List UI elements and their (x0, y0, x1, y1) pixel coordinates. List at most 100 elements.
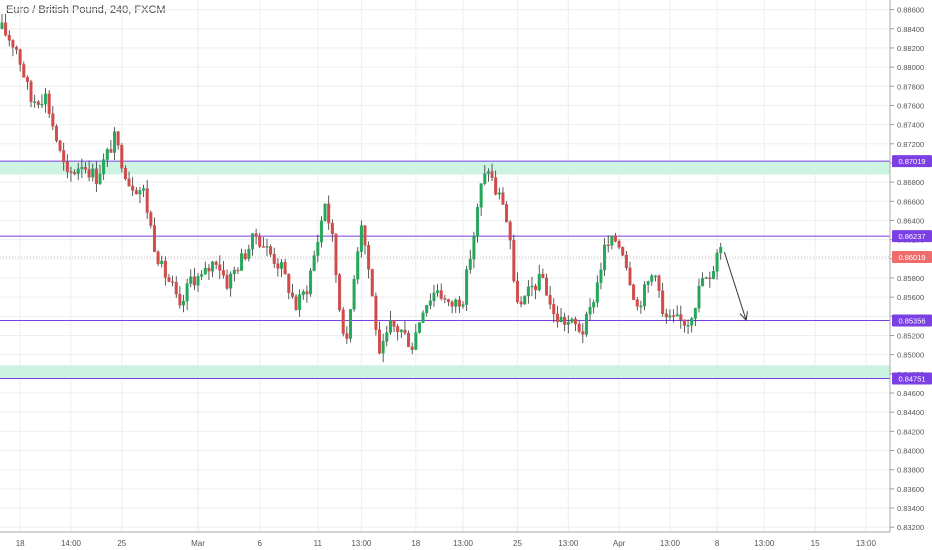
candle-body (657, 275, 661, 291)
candle-body (62, 150, 66, 163)
candle-body (87, 169, 91, 178)
y-tick-label: 0.85200 (897, 331, 924, 340)
candle-body (280, 262, 284, 269)
candle-body (363, 225, 367, 246)
candle-body (632, 284, 636, 300)
candle-body (621, 247, 625, 256)
candle-body (345, 333, 349, 339)
level-layer (0, 160, 890, 380)
candle-body (0, 22, 4, 29)
candle-body (686, 325, 690, 327)
candle-body (145, 188, 149, 213)
y-tick-label: 0.83800 (897, 466, 924, 475)
candle-body (610, 235, 614, 246)
candle-body (283, 262, 287, 275)
candle-body (566, 322, 570, 325)
candle-body (167, 277, 171, 282)
candle-body (185, 283, 189, 302)
candle-body (534, 285, 538, 291)
candle-body (192, 276, 196, 286)
candle-body (261, 246, 265, 248)
y-tick-label: 0.85600 (897, 293, 924, 302)
y-tick-label: 0.86800 (897, 178, 924, 187)
candle-body (348, 309, 352, 339)
candle-body (73, 172, 77, 174)
candle-body (36, 101, 40, 105)
zone-layer (0, 161, 890, 379)
candle-body (370, 269, 374, 297)
candle-body (214, 261, 218, 265)
candle-body (628, 267, 632, 286)
candle-body (54, 126, 58, 141)
candle-body (392, 320, 396, 327)
x-tick-label: Mar (191, 539, 205, 548)
arrow-head (739, 311, 748, 322)
candle-body (25, 77, 29, 82)
candle-body (672, 315, 676, 317)
candle-body (323, 203, 327, 222)
candle-body (18, 49, 22, 65)
candle-body (661, 290, 665, 315)
candle-body (410, 346, 414, 350)
candle-body (439, 290, 443, 299)
candle-body (243, 253, 247, 259)
candle-body (123, 167, 127, 179)
x-tick-label: 18 (411, 539, 420, 548)
candle-body (635, 299, 639, 307)
candle-body (497, 192, 501, 195)
candle-body (207, 267, 211, 272)
candle-body (541, 273, 545, 278)
candle-body (664, 313, 668, 318)
candle-body (461, 304, 465, 307)
support-resistance-zone (0, 161, 890, 175)
candle-body (374, 295, 378, 330)
candle-body (559, 316, 563, 322)
candle-body (33, 101, 37, 103)
y-tick-label: 0.87200 (897, 140, 924, 149)
candle-body (312, 255, 316, 271)
candle-body (211, 261, 215, 272)
candle-body (414, 332, 418, 350)
y-tick-label: 0.86400 (897, 216, 924, 225)
y-tick-label: 0.87400 (897, 121, 924, 130)
candle-body (309, 270, 313, 295)
candle-body (236, 269, 240, 272)
candle-body (653, 275, 657, 278)
candle-body (225, 275, 229, 289)
candle-body (163, 260, 167, 278)
candle-body (138, 190, 142, 195)
candle-body (719, 247, 723, 254)
candle-body (94, 168, 98, 185)
candle-body (156, 251, 160, 265)
candle-body (229, 273, 233, 289)
candle-body (643, 284, 647, 307)
candle-body (479, 183, 483, 208)
candle-body (149, 212, 153, 226)
candle-body (563, 316, 567, 325)
candle-body (76, 168, 80, 174)
candle-body (465, 269, 469, 305)
candle-body (512, 239, 516, 282)
candle-body (581, 331, 585, 335)
x-tick-label: 13:00 (351, 539, 372, 548)
x-tick-label: 25 (117, 539, 126, 548)
candle-body (407, 332, 411, 348)
x-axis-labels: 18 14:00 25 Mar 6 11 13:00 18 13:00 25 13:00 Apr 13:… (16, 539, 877, 548)
candle-body (83, 167, 87, 170)
candle-body (399, 329, 403, 333)
candle-body (682, 319, 686, 326)
candle-body (432, 292, 436, 301)
candle-body (624, 254, 628, 269)
y-tick-label: 0.88000 (897, 63, 924, 72)
candle-body (523, 295, 527, 305)
level-badge (892, 230, 932, 243)
candle-body (356, 251, 360, 280)
candle-body (704, 277, 708, 279)
candle-body (174, 282, 178, 295)
y-tick-label: 0.83400 (897, 504, 924, 513)
candle-body (134, 190, 138, 195)
y-tick-label: 0.84000 (897, 447, 924, 456)
x-tick-label: 15 (811, 539, 820, 548)
level-badge (892, 314, 932, 327)
